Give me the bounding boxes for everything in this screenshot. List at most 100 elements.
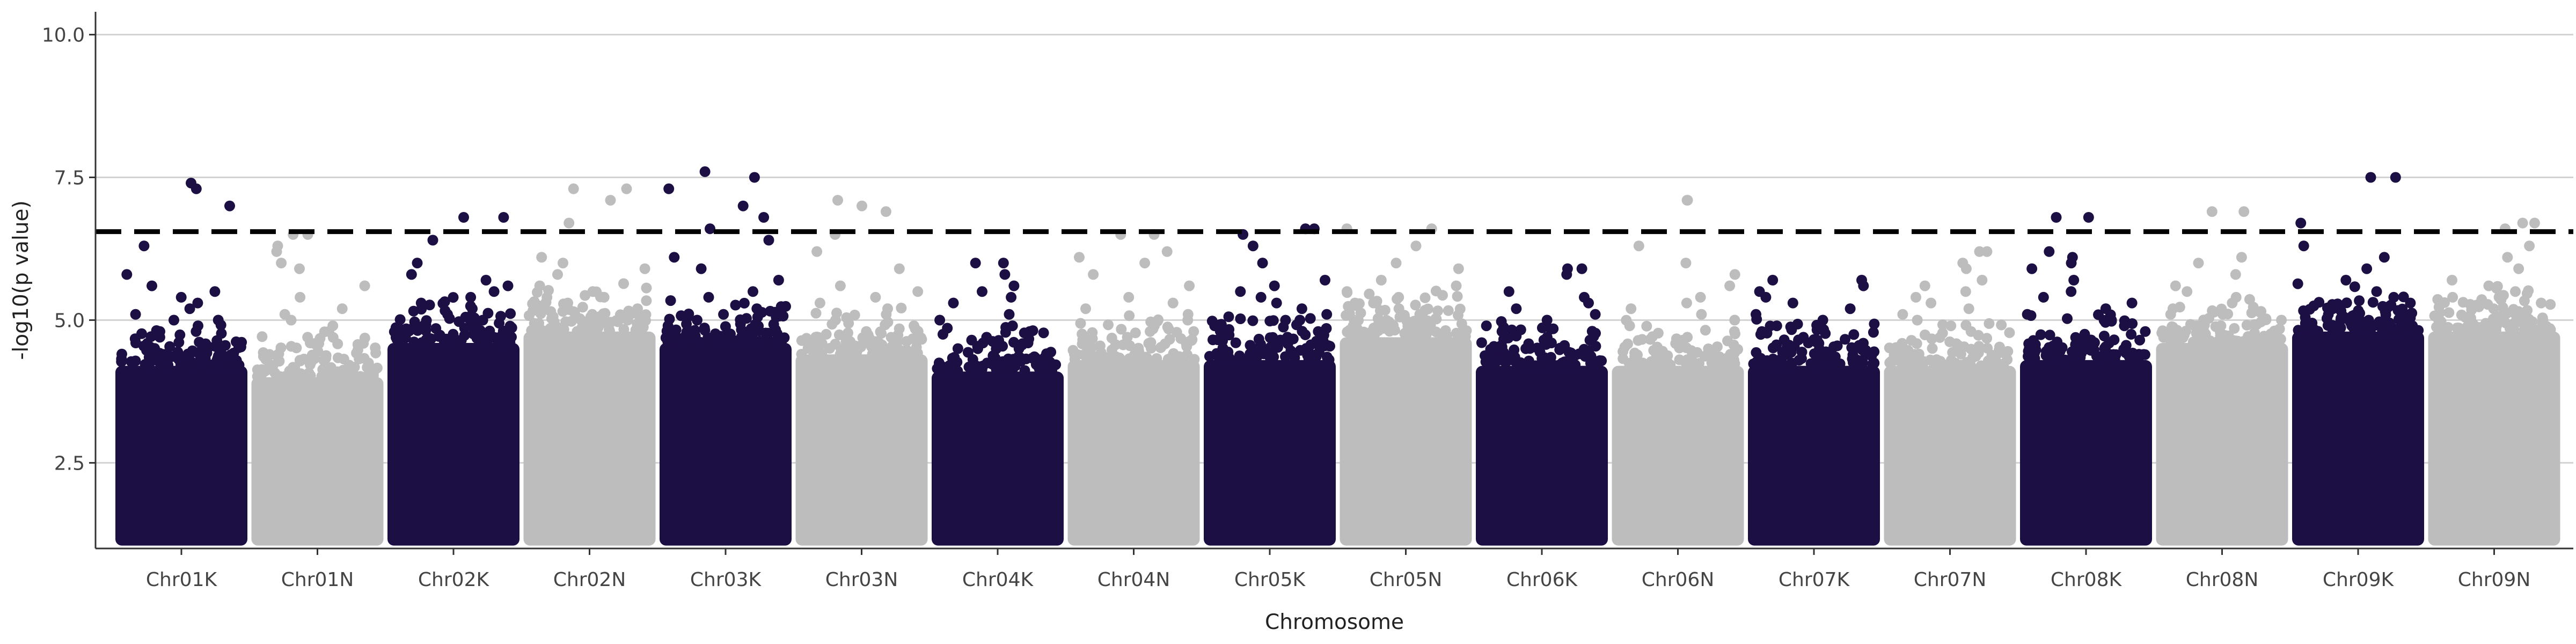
data-point <box>502 280 514 291</box>
data-point <box>867 348 878 360</box>
data-point <box>2109 349 2120 361</box>
data-point <box>703 291 714 303</box>
data-point <box>590 324 602 335</box>
data-point <box>564 217 575 229</box>
data-point <box>881 309 892 320</box>
chromosome-group <box>660 166 792 546</box>
data-point <box>470 320 481 332</box>
x-tick-label: Chr09K <box>2323 569 2395 591</box>
data-point <box>2157 325 2168 336</box>
data-point <box>662 320 674 332</box>
data-point <box>780 301 791 312</box>
data-point <box>1007 320 1018 332</box>
data-point <box>811 246 823 257</box>
data-point <box>2518 315 2529 326</box>
data-point <box>1389 325 1400 336</box>
data-point <box>175 352 186 363</box>
data-point <box>2396 324 2407 335</box>
dense-points <box>1748 365 1880 546</box>
data-point <box>1674 354 1685 365</box>
data-point <box>1760 291 1772 303</box>
data-point <box>598 312 610 323</box>
data-point <box>547 311 559 323</box>
data-point <box>1280 351 1291 362</box>
data-point <box>737 200 749 211</box>
data-point <box>2126 328 2137 340</box>
chromosome-group <box>1340 223 1472 546</box>
data-point <box>138 240 150 252</box>
data-point <box>1771 339 1782 350</box>
data-point <box>1975 360 1987 371</box>
data-point <box>2051 212 2062 223</box>
data-point <box>1077 338 1088 349</box>
data-point <box>1015 352 1026 363</box>
data-point <box>1834 358 1846 369</box>
data-point <box>1143 338 1154 349</box>
data-point <box>1211 348 1223 359</box>
data-point <box>2167 321 2178 333</box>
data-point <box>1452 291 1463 302</box>
data-point <box>2106 314 2117 326</box>
data-point <box>2065 354 2076 365</box>
data-point <box>323 326 334 337</box>
data-point <box>1590 309 1601 320</box>
x-tick-label: Chr02N <box>553 569 626 591</box>
data-point <box>749 172 760 183</box>
data-point <box>421 334 432 345</box>
data-point <box>704 337 715 348</box>
data-point <box>271 246 282 257</box>
data-point <box>1353 298 1365 309</box>
chromosome-group <box>1067 229 1200 546</box>
data-point <box>1295 345 1306 356</box>
data-point <box>1963 303 1974 314</box>
dense-points <box>1204 360 1336 546</box>
data-point <box>536 252 547 263</box>
data-point <box>1584 334 1596 346</box>
data-point <box>2510 286 2521 297</box>
data-point <box>1184 280 1195 291</box>
data-point <box>1075 318 1086 329</box>
data-point <box>1069 349 1080 360</box>
peak-point <box>458 212 469 223</box>
data-point <box>1220 352 1231 363</box>
data-point <box>1488 341 1499 352</box>
data-point <box>1828 341 1840 353</box>
data-point <box>943 362 954 374</box>
data-point <box>972 343 983 354</box>
data-point <box>2140 326 2151 337</box>
data-point <box>1729 326 1740 337</box>
data-point <box>2447 275 2457 286</box>
data-point <box>2249 337 2259 348</box>
data-point <box>2028 335 2039 346</box>
data-point <box>1636 334 1648 345</box>
data-point <box>468 328 479 340</box>
data-point <box>1534 347 1546 358</box>
data-point <box>1208 334 1218 346</box>
data-point <box>1321 352 1333 363</box>
data-point <box>2248 302 2259 313</box>
data-point <box>735 314 746 325</box>
data-point <box>2265 328 2277 340</box>
data-point <box>394 314 406 325</box>
data-point <box>2365 172 2376 183</box>
data-point <box>1700 325 1711 336</box>
data-point <box>1868 327 1879 338</box>
data-point <box>1364 288 1375 299</box>
data-point <box>1779 334 1790 346</box>
data-point <box>2022 309 2033 320</box>
data-point <box>763 235 774 246</box>
chromosome-group <box>1748 275 1880 546</box>
data-point <box>977 286 987 297</box>
data-point <box>1348 320 1359 332</box>
data-point <box>1234 350 1245 362</box>
data-point <box>998 258 1009 269</box>
dense-points <box>2292 331 2424 546</box>
data-point <box>209 286 221 297</box>
data-point <box>587 286 598 297</box>
data-point <box>1724 280 1736 291</box>
data-point <box>901 336 912 347</box>
data-point <box>1977 275 1988 286</box>
data-point <box>982 357 993 369</box>
data-point <box>1087 352 1098 363</box>
data-point <box>750 319 761 330</box>
